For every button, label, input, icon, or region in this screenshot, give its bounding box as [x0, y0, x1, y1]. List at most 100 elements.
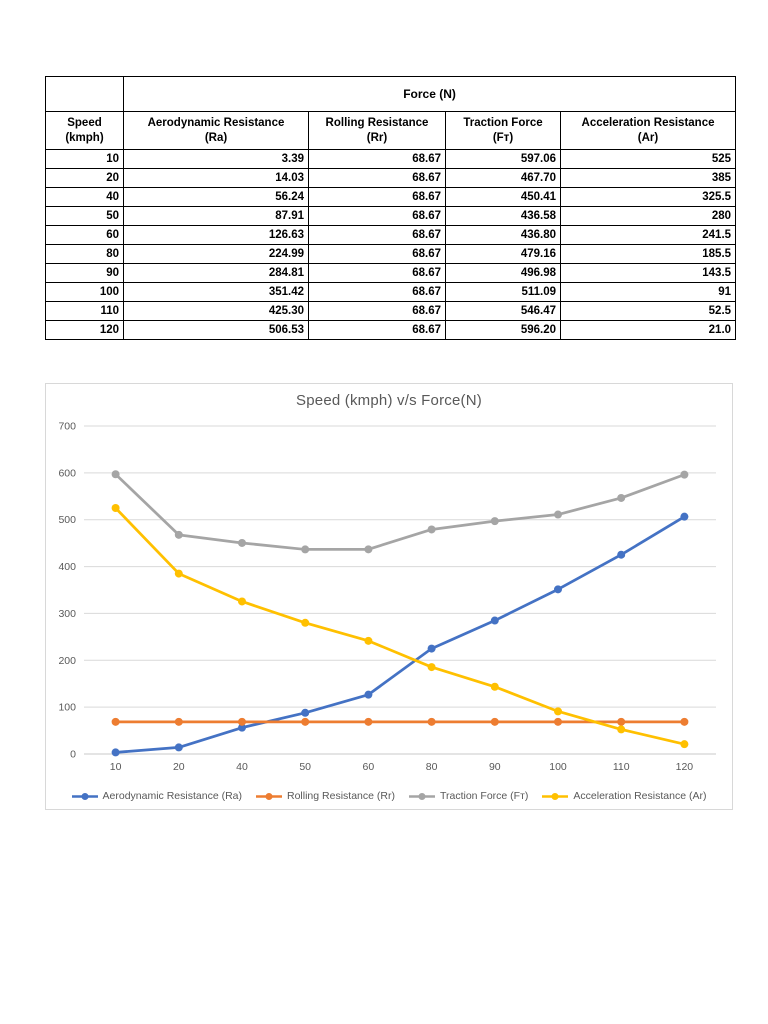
cell-ft: 511.09 [445, 282, 561, 302]
table-row: 80 224.99 68.67 479.16 185.5 [45, 244, 737, 264]
cell-ra: 351.42 [123, 282, 309, 302]
force-group-header: Force (N) [122, 76, 737, 112]
column-header-aerodynamic-resistance: Aerodynamic Resistance (Ra) [123, 111, 309, 150]
data-point-marker [680, 470, 689, 479]
table-row: 110 425.30 68.67 546.47 52.5 [45, 301, 737, 321]
chart-title: Speed (kmph) v/s Force(N) [296, 392, 482, 409]
data-point-marker [680, 740, 689, 749]
cell-ft: 596.20 [445, 320, 561, 340]
cell-ra: 126.63 [123, 225, 309, 245]
legend-marker-icon [542, 792, 569, 800]
data-point-marker [427, 644, 436, 653]
legend-label: Acceleration Resistance (Ar) [573, 790, 707, 802]
data-point-marker [680, 717, 689, 726]
cell-ar: 185.5 [559, 244, 737, 264]
x-axis-tick-label: 20 [173, 761, 185, 773]
y-axis-tick-label: 300 [58, 608, 76, 620]
data-point-marker [490, 717, 499, 726]
cell-ra: 506.53 [123, 320, 309, 340]
data-point-marker [617, 550, 626, 559]
table-row: 60 126.63 68.67 436.80 241.5 [45, 225, 737, 245]
y-axis-tick-label: 500 [58, 514, 76, 526]
cell-rr: 68.67 [308, 168, 446, 188]
cell-ar: 385 [559, 168, 737, 188]
cell-ra: 284.81 [123, 263, 309, 283]
y-axis-tick-label: 700 [58, 421, 76, 433]
data-point-marker [301, 717, 310, 726]
column-header-rolling-resistance: Rolling Resistance (Rr) [308, 111, 446, 150]
cell-speed: 50 [45, 206, 124, 226]
data-point-marker [490, 517, 499, 526]
legend-item: Rolling Resistance (Rr) [256, 790, 395, 802]
data-point-marker [111, 470, 120, 479]
x-axis-tick-label: 100 [549, 761, 567, 773]
cell-ar: 143.5 [559, 263, 737, 283]
x-axis-tick-label: 40 [236, 761, 248, 773]
data-point-marker [301, 618, 310, 627]
cell-ft: 479.16 [445, 244, 561, 264]
legend-marker-icon [408, 792, 435, 800]
table-row: 20 14.03 68.67 467.70 385 [45, 168, 737, 188]
cell-rr: 68.67 [308, 206, 446, 226]
cell-ar: 325.5 [559, 187, 737, 207]
force-header-row: Force (N) [45, 76, 737, 112]
table-row: 50 87.91 68.67 436.58 280 [45, 206, 737, 226]
data-point-marker [238, 538, 246, 547]
cell-ra: 87.91 [123, 206, 309, 226]
data-point-marker [364, 690, 373, 699]
y-axis-tick-label: 100 [58, 702, 76, 714]
y-axis-tick-label: 600 [58, 467, 76, 479]
legend-marker-icon [256, 792, 282, 800]
x-axis-tick-label: 120 [676, 761, 694, 773]
data-point-marker [174, 530, 183, 539]
table-row: 90 284.81 68.67 496.98 143.5 [45, 263, 737, 283]
data-point-marker [364, 545, 373, 554]
cell-rr: 68.67 [308, 301, 446, 321]
data-point-marker [554, 510, 562, 519]
table-header-row: Speed (kmph) Aerodynamic Resistance (Ra)… [45, 111, 737, 150]
x-axis-tick-label: 50 [299, 761, 311, 773]
data-point-marker [427, 525, 436, 534]
column-header-traction-force: Traction Force (Fт) [445, 111, 561, 150]
legend-item: Aerodynamic Resistance (Ra) [71, 790, 242, 802]
table-row: 120 506.53 68.67 596.20 21.0 [45, 320, 737, 340]
cell-ra: 224.99 [123, 244, 309, 264]
data-point-marker [238, 597, 246, 606]
cell-ar: 241.5 [559, 225, 737, 245]
data-point-marker [364, 717, 373, 726]
table-row: 100 351.42 68.67 511.09 91 [45, 282, 737, 302]
cell-speed: 100 [45, 282, 124, 302]
cell-ft: 436.80 [445, 225, 561, 245]
cell-rr: 68.67 [308, 263, 446, 283]
data-point-marker [554, 585, 562, 594]
cell-speed: 20 [45, 168, 124, 188]
cell-speed: 80 [45, 244, 124, 264]
data-point-marker [427, 663, 436, 672]
data-point-marker [238, 717, 246, 726]
data-point-marker [111, 748, 120, 757]
cell-speed: 10 [45, 149, 124, 169]
legend-item: Traction Force (Fт) [408, 790, 529, 802]
cell-speed: 90 [45, 263, 124, 283]
column-header-acceleration-resistance: Acceleration Resistance (Ar) [559, 111, 737, 150]
data-point-marker [174, 743, 183, 752]
data-point-marker [301, 708, 310, 717]
cell-ra: 425.30 [123, 301, 309, 321]
series-line [114, 472, 686, 551]
cell-ft: 436.58 [445, 206, 561, 226]
cell-ft: 496.98 [445, 263, 561, 283]
cell-ft: 467.70 [445, 168, 561, 188]
data-point-marker [617, 717, 626, 726]
table-row: 10 3.39 68.67 597.06 525 [45, 149, 737, 169]
series-line [114, 506, 686, 746]
y-axis-tick-label: 0 [70, 749, 76, 761]
cell-speed: 120 [45, 320, 124, 340]
series-line [114, 515, 686, 754]
data-point-marker [490, 616, 499, 625]
cell-speed: 40 [45, 187, 124, 207]
legend-label: Traction Force (Fт) [439, 790, 529, 802]
legend-label: Rolling Resistance (Rr) [287, 790, 395, 802]
cell-speed: 110 [45, 301, 124, 321]
data-point-marker [174, 569, 183, 578]
